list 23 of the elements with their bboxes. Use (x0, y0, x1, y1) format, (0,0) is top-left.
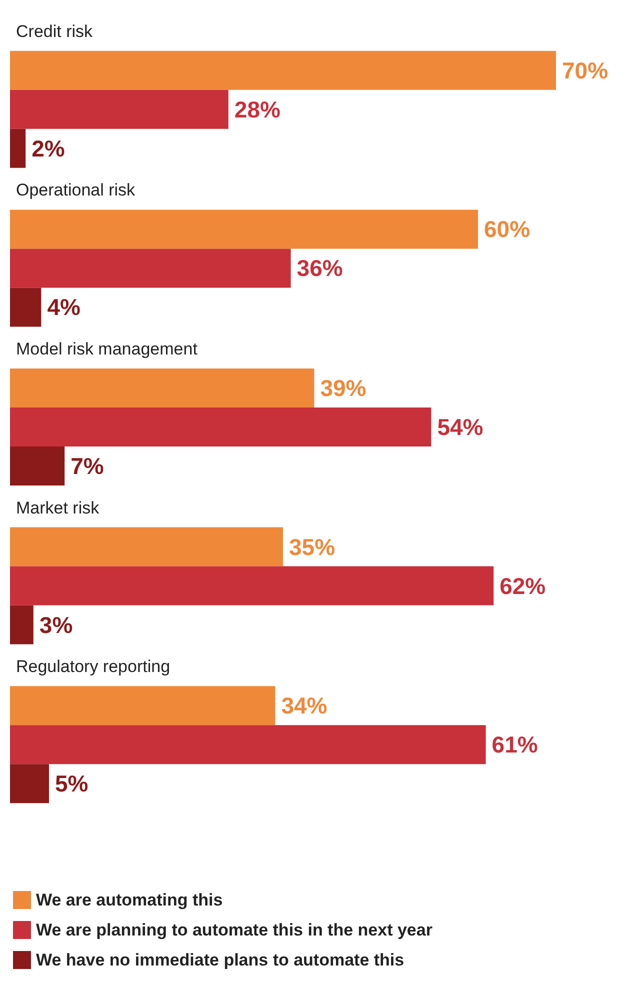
data-label: 34% (281, 692, 328, 719)
y-tick-label: Model risk management (16, 340, 198, 358)
data-label: 35% (289, 534, 336, 560)
y-tick-label: Market risk (16, 498, 100, 518)
legend-label: We are automating this (36, 890, 223, 910)
y-tick-label: Operational risk (16, 180, 136, 200)
data-label: 2% (32, 135, 65, 162)
data-label: 54% (437, 414, 484, 440)
y-tick-label: Credit risk (16, 22, 94, 41)
data-label: 5% (55, 770, 88, 797)
legend-label: We are planning to automate this in the next year (36, 920, 433, 940)
legend-label: We have no immediate plans to automate this (36, 950, 404, 970)
data-label: 7% (70, 453, 104, 479)
data-label: 61% (492, 732, 538, 758)
data-label: 39% (320, 375, 366, 401)
data-label: 28% (234, 96, 280, 122)
data-label: 36% (296, 255, 343, 282)
data-label: 3% (39, 612, 73, 638)
data-label: 60% (484, 216, 530, 242)
data-label: 4% (47, 294, 80, 320)
data-label: 62% (500, 572, 546, 599)
y-tick-label: Regulatory reporting (16, 657, 170, 676)
data-label: 70% (562, 57, 608, 84)
